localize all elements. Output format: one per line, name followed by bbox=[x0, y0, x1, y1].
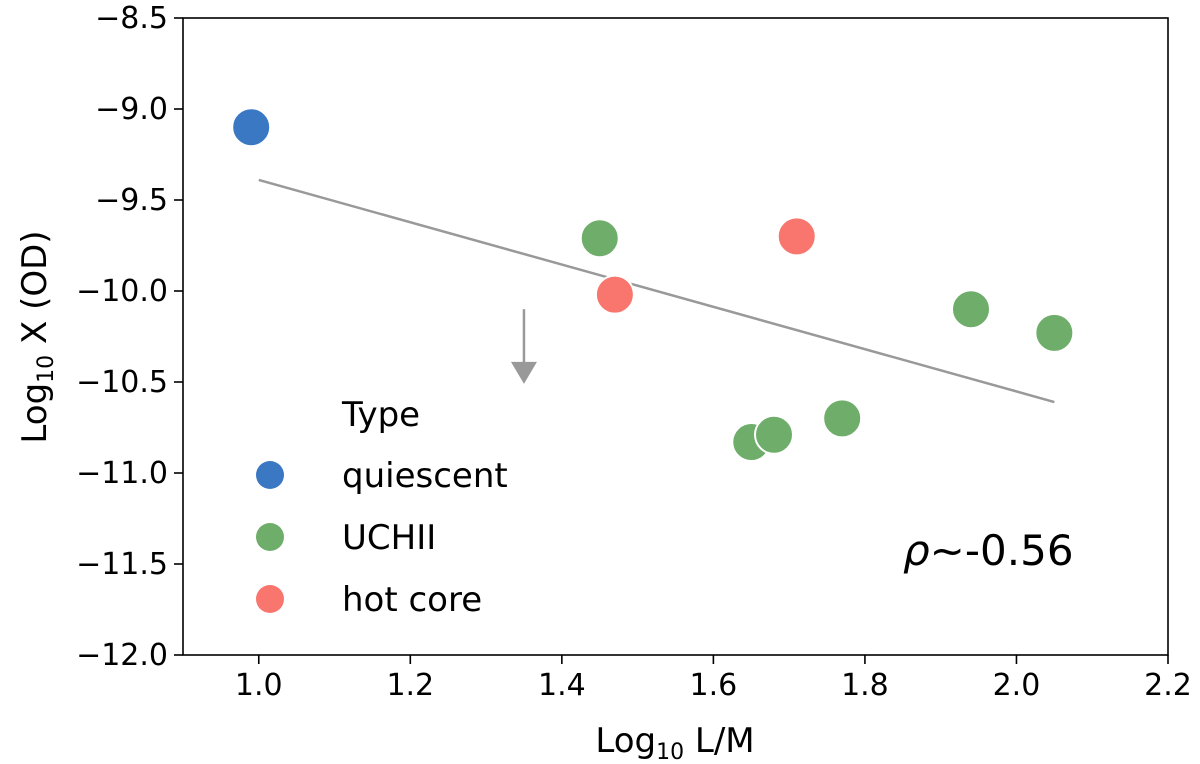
y-tick-label: −12.0 bbox=[76, 638, 168, 673]
data-point-hot-core bbox=[776, 216, 817, 257]
legend-label-uchii: UCHII bbox=[342, 518, 436, 558]
y-tick-label: −10.0 bbox=[76, 274, 168, 309]
legend-title: Type bbox=[341, 395, 420, 435]
x-tick-label: 1.2 bbox=[386, 668, 434, 703]
y-tick-label: −10.5 bbox=[76, 365, 168, 400]
plot-area bbox=[182, 17, 1169, 656]
x-tick-label: 1.0 bbox=[235, 668, 283, 703]
x-tick-label: 2.0 bbox=[993, 668, 1041, 703]
x-tick-label: 1.6 bbox=[690, 668, 738, 703]
legend-marker-uchii bbox=[256, 523, 284, 551]
y-tick-label: −8.5 bbox=[95, 1, 168, 36]
x-tick-label: 1.4 bbox=[538, 668, 586, 703]
data-point-uchii bbox=[1034, 312, 1075, 353]
x-axis-label-subscript: 10 bbox=[656, 740, 684, 764]
x-axis-label-rest: L/M bbox=[684, 721, 755, 761]
y-tick-label: −11.5 bbox=[76, 547, 168, 582]
x-tick-label: 1.8 bbox=[841, 668, 889, 703]
rho-value: ~-0.56 bbox=[930, 526, 1074, 575]
data-point-hot-core bbox=[594, 274, 635, 315]
data-point-quiescent bbox=[231, 107, 272, 148]
x-axis-label: Log10 L/M bbox=[595, 721, 754, 764]
x-axis-ticks: 1.0 1.2 1.4 1.6 1.8 2.0 2.2 bbox=[235, 655, 1192, 703]
x-tick-label: 2.2 bbox=[1144, 668, 1192, 703]
data-points bbox=[231, 107, 1075, 463]
legend-label-quiescent: quiescent bbox=[342, 456, 508, 496]
data-point-uchii bbox=[951, 289, 991, 330]
arrow-head bbox=[510, 361, 537, 384]
legend-items: quiescent UCHII hot core bbox=[256, 456, 508, 620]
y-axis-label-rest: X (OD) bbox=[15, 230, 55, 354]
legend: Type quiescent UCHII hot core bbox=[256, 395, 508, 620]
data-point-uchii bbox=[822, 398, 863, 439]
legend-marker-quiescent bbox=[256, 461, 284, 489]
rho-symbol: ρ bbox=[903, 526, 930, 575]
y-axis-label: Log10 X (OD) bbox=[15, 230, 59, 443]
legend-marker-hot-core bbox=[256, 585, 284, 613]
correlation-annotation: ρ~-0.56 bbox=[903, 526, 1074, 575]
y-axis-ticks: −8.5 −9.0 −9.5 −10.0 −10.5 −11.0 −11.5 −12.0 bbox=[76, 1, 183, 673]
y-axis-label-subscript: 10 bbox=[34, 355, 59, 383]
legend-label-hot-core: hot core bbox=[342, 580, 482, 620]
x-axis-label-main: Log bbox=[595, 721, 656, 761]
y-tick-label: −9.5 bbox=[95, 183, 168, 218]
y-tick-label: −9.0 bbox=[95, 92, 168, 127]
upper-limit-arrow bbox=[510, 309, 537, 384]
y-tick-label: −11.0 bbox=[76, 456, 168, 491]
y-axis-label-main: Log bbox=[15, 383, 55, 444]
data-point-uchii bbox=[754, 414, 794, 455]
fit-line bbox=[258, 178, 1055, 404]
data-point-uchii bbox=[579, 218, 620, 259]
